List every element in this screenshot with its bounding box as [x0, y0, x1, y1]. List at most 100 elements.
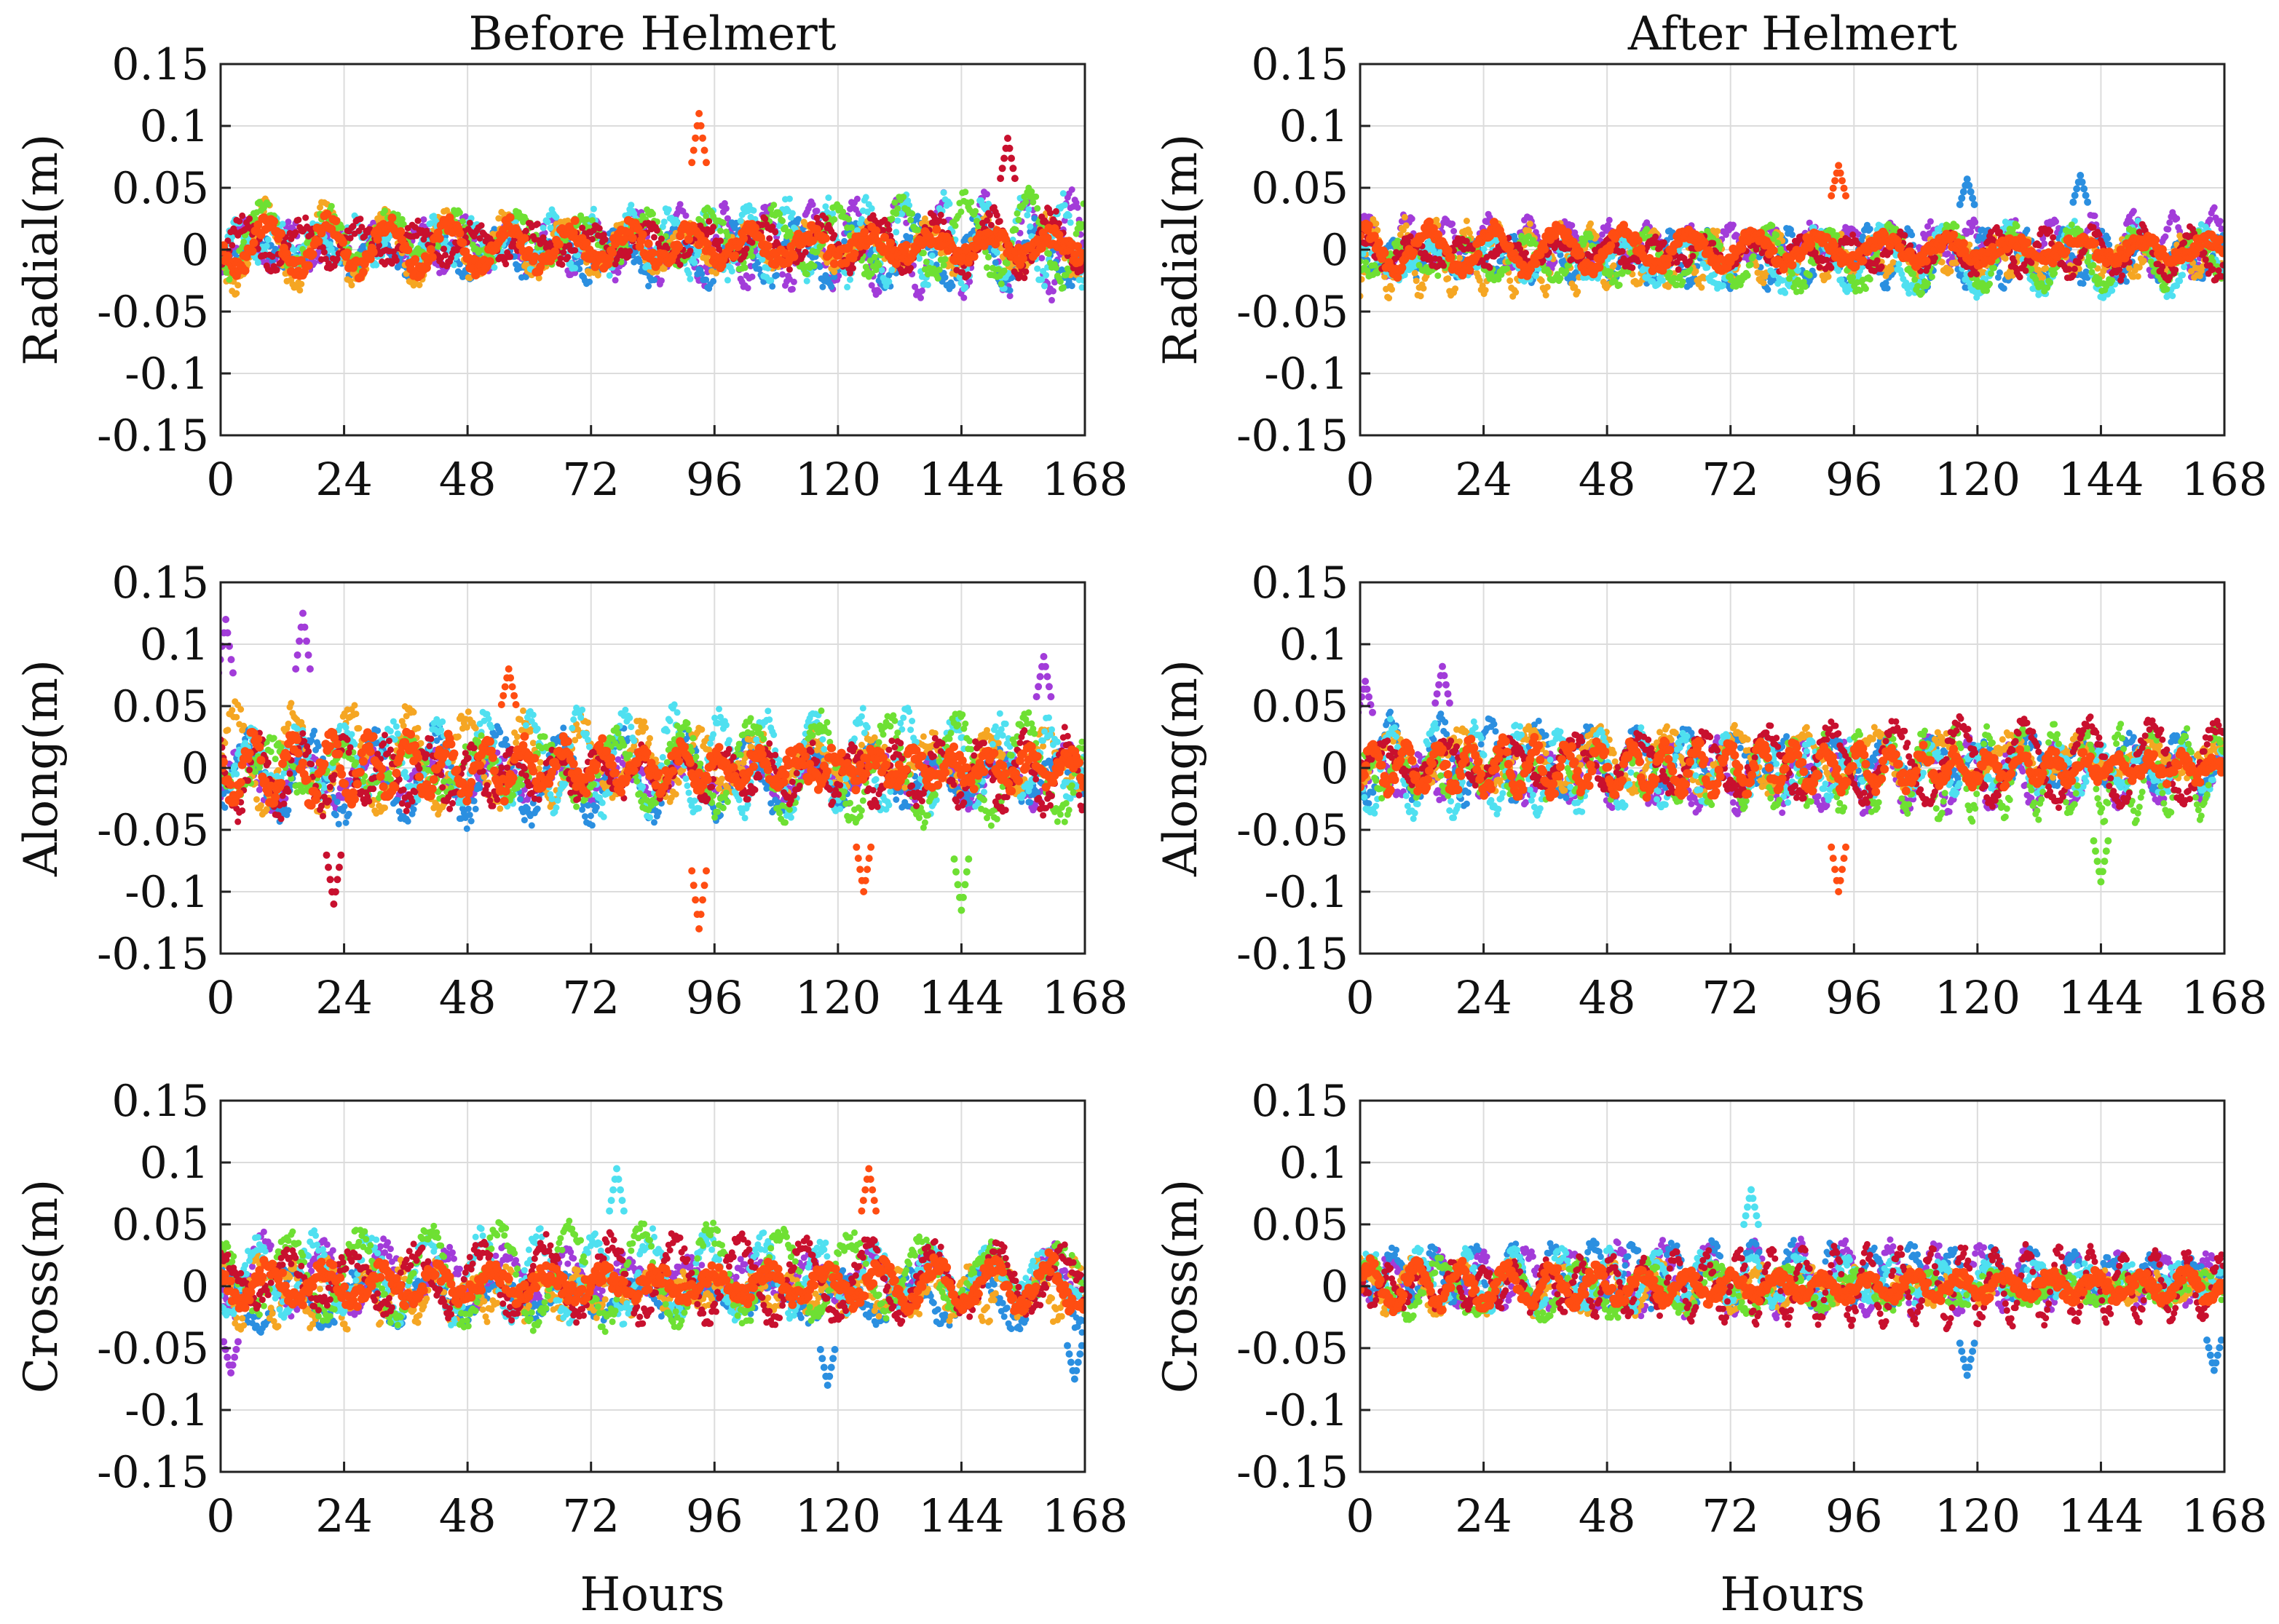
data-point — [737, 217, 744, 224]
data-point — [941, 274, 949, 281]
data-point — [292, 229, 299, 236]
data-point — [534, 221, 541, 228]
data-point — [540, 224, 547, 231]
x-tick-label: 48 — [439, 453, 497, 506]
data-point — [644, 239, 653, 248]
data-point — [272, 245, 279, 253]
spike-point — [703, 159, 710, 167]
data-point — [382, 240, 388, 247]
data-point — [296, 287, 304, 294]
data-point — [2091, 213, 2098, 219]
spike-point — [697, 122, 705, 130]
data-point — [893, 210, 900, 217]
data-point — [691, 259, 698, 266]
data-point — [1000, 267, 1008, 274]
data-point — [221, 241, 228, 250]
data-point — [462, 213, 469, 220]
data-point — [2130, 207, 2137, 215]
data-point — [695, 247, 703, 255]
data-point — [1972, 218, 1979, 226]
data-point — [588, 236, 596, 243]
data-point — [1027, 223, 1034, 230]
data-point — [972, 207, 979, 215]
data-point — [2211, 204, 2218, 211]
data-point — [825, 194, 832, 202]
data-point — [240, 238, 248, 245]
data-point — [1944, 250, 1951, 257]
data-point — [986, 212, 993, 218]
data-point — [491, 264, 498, 271]
data-point — [809, 201, 816, 208]
data-point — [590, 205, 597, 213]
data-point — [229, 242, 236, 249]
data-point — [891, 259, 901, 269]
data-point — [894, 205, 901, 213]
data-point — [583, 215, 590, 223]
data-point — [984, 264, 990, 272]
data-point — [940, 261, 947, 269]
data-point — [398, 215, 406, 223]
data-point — [749, 239, 756, 246]
data-point — [476, 235, 483, 242]
data-point — [522, 227, 529, 234]
spike-point — [998, 165, 1006, 173]
data-point — [968, 199, 975, 206]
data-point — [831, 215, 838, 223]
data-point — [435, 234, 444, 243]
data-point — [298, 280, 305, 288]
data-point — [1022, 268, 1030, 275]
data-point — [423, 227, 430, 234]
data-point — [993, 212, 1000, 219]
data-point — [772, 229, 779, 236]
data-point — [328, 202, 335, 210]
data-point — [264, 201, 272, 208]
data-point — [657, 235, 665, 242]
data-point — [687, 247, 694, 255]
data-point — [1015, 216, 1022, 223]
data-point — [248, 247, 257, 256]
data-point — [868, 205, 875, 212]
data-point — [349, 223, 357, 230]
data-point — [1568, 222, 1576, 229]
data-point — [847, 269, 853, 277]
data-point — [1014, 210, 1021, 217]
data-point — [660, 218, 668, 226]
data-point — [246, 215, 253, 222]
data-point — [915, 213, 921, 220]
data-point — [773, 272, 781, 279]
data-point — [850, 264, 856, 272]
data-point — [822, 203, 829, 210]
y-tick-label: 0.15 — [111, 39, 209, 90]
data-point — [900, 194, 907, 200]
data-point — [724, 215, 731, 222]
data-point — [387, 213, 397, 223]
data-point — [875, 288, 882, 296]
data-point — [459, 218, 466, 225]
data-point — [570, 216, 580, 225]
data-point — [564, 253, 572, 261]
data-point — [2173, 215, 2181, 222]
data-point — [847, 276, 853, 283]
data-point — [254, 259, 261, 266]
data-point — [676, 201, 684, 208]
data-point — [985, 253, 992, 261]
data-point — [932, 225, 941, 234]
data-point — [249, 238, 258, 247]
data-point — [728, 268, 735, 275]
data-point — [653, 227, 660, 234]
x-tick-label: 96 — [686, 453, 743, 506]
data-point — [358, 267, 368, 277]
data-point — [663, 245, 671, 252]
data-point — [915, 226, 921, 234]
data-point — [724, 277, 731, 284]
data-point — [279, 221, 286, 228]
x-tick-label: 72 — [562, 453, 620, 506]
data-point — [2216, 218, 2224, 225]
data-point — [848, 224, 855, 231]
data-point — [291, 246, 298, 253]
data-point — [520, 234, 529, 243]
data-point — [866, 257, 874, 264]
data-point — [885, 238, 895, 247]
data-point — [478, 222, 485, 229]
